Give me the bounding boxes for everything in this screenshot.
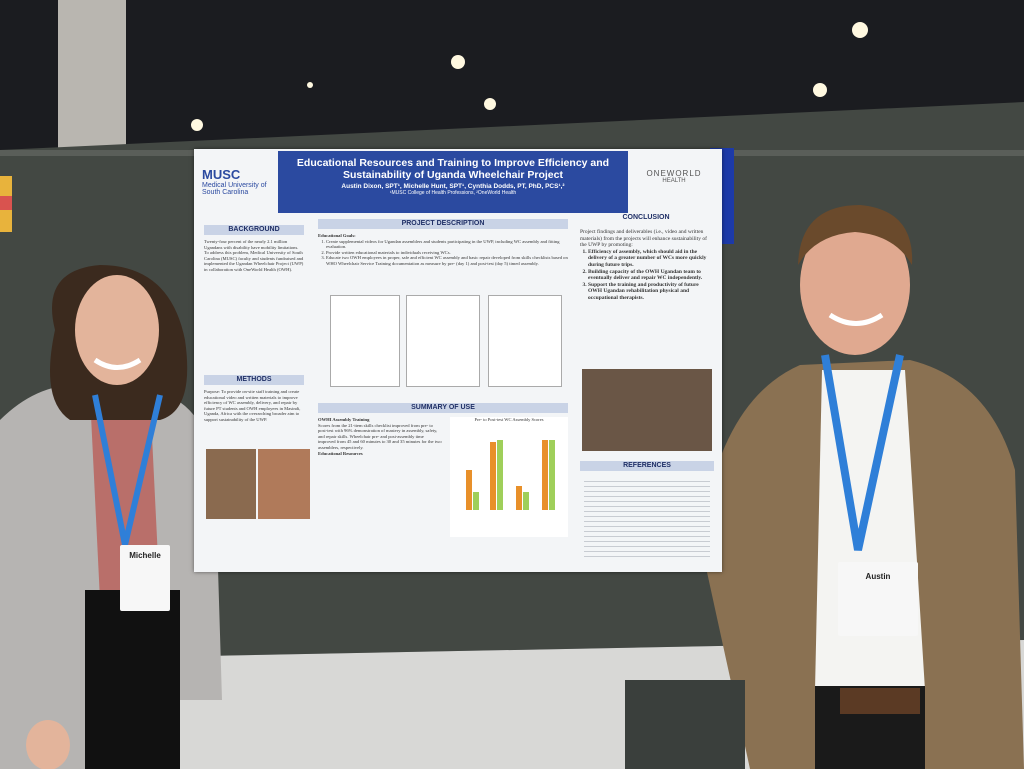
lights <box>191 22 868 131</box>
handout <box>330 295 400 387</box>
chart-caption: Pre- to Post-test WC Assembly Scores <box>474 417 544 422</box>
goals-heading: Educational Goals: <box>318 233 356 238</box>
goal: Educate two OWH employees in proper, saf… <box>326 255 568 266</box>
chart-drawing <box>466 440 555 510</box>
side-sticker-red <box>0 196 12 210</box>
section-heading: METHODS <box>204 375 304 385</box>
conclusion-text: Project findings and deliverables (i.e.,… <box>580 229 707 249</box>
poster-authors: Austin Dixon, SPT¹, Michelle Hunt, SPT¹,… <box>341 183 565 190</box>
resources-heading: Educational Resources <box>318 450 363 456</box>
goals: Educational Goals: Create supplemental v… <box>318 233 568 267</box>
title-banner: Educational Resources and Training to Im… <box>278 151 628 213</box>
conclusion-point: Support the training and productivity of… <box>588 282 712 302</box>
section-heading: REFERENCES <box>580 461 714 471</box>
references-text <box>584 477 710 557</box>
passerby-legs <box>625 680 745 769</box>
pillar <box>58 0 126 150</box>
poster-affiliations: ¹MUSC College of Health Professions, ²On… <box>389 190 517 196</box>
goal: Provide written educational materials to… <box>326 250 568 256</box>
section-heading: SUMMARY OF USE <box>318 403 568 413</box>
oneworld-sub: HEALTH <box>662 178 686 184</box>
goal: Create supplemental videos for Ugandan a… <box>326 239 568 250</box>
poster: MUSC Medical University of South Carolin… <box>194 149 722 572</box>
musc-abbr: MUSC <box>202 167 241 182</box>
musc-logo: MUSC Medical University of South Carolin… <box>202 167 278 196</box>
chart-image: Pre- to Post-test WC Assembly Scores <box>450 417 568 537</box>
goals-list: Create supplemental videos for Ugandan a… <box>318 239 568 267</box>
summary-heading: OWHI Assembly Training <box>318 417 370 422</box>
handout <box>488 295 562 387</box>
background-text: Twenty-four percent of the nearly 2.1 mi… <box>204 239 304 272</box>
person-left <box>0 265 222 769</box>
conclusion: Project findings and deliverables (i.e.,… <box>580 229 712 302</box>
summary-text: Scores from the 21-item skills checklist… <box>318 422 442 450</box>
musc-name: Medical University of South Carolina <box>202 182 267 196</box>
name-badge: Austin <box>838 562 918 636</box>
conclusion-point: Building capacity of the OWH Ugandan tea… <box>588 269 712 282</box>
section-heading: BACKGROUND <box>204 225 304 235</box>
name-badge: Michelle <box>120 545 170 611</box>
section-heading: PROJECT DESCRIPTION <box>318 219 568 229</box>
photo <box>258 449 310 519</box>
oneworld-logo: ONEWORLD HEALTH <box>634 169 714 184</box>
photo <box>206 449 256 519</box>
oneworld-name: ONEWORLD <box>646 169 702 178</box>
photo <box>582 369 712 451</box>
section-heading: CONCLUSION <box>622 214 670 221</box>
methods-text: Purpose: To provide on-site staff traini… <box>204 389 301 422</box>
poster-title: Educational Resources and Training to Im… <box>296 157 610 181</box>
chart-bars <box>466 440 555 510</box>
conclusion-point: Efficiency of assembly, which should aid… <box>588 249 712 269</box>
handout <box>406 295 480 387</box>
conclusion-list: Efficiency of assembly, which should aid… <box>580 249 712 302</box>
summary: OWHI Assembly Training Scores from the 2… <box>318 417 442 456</box>
